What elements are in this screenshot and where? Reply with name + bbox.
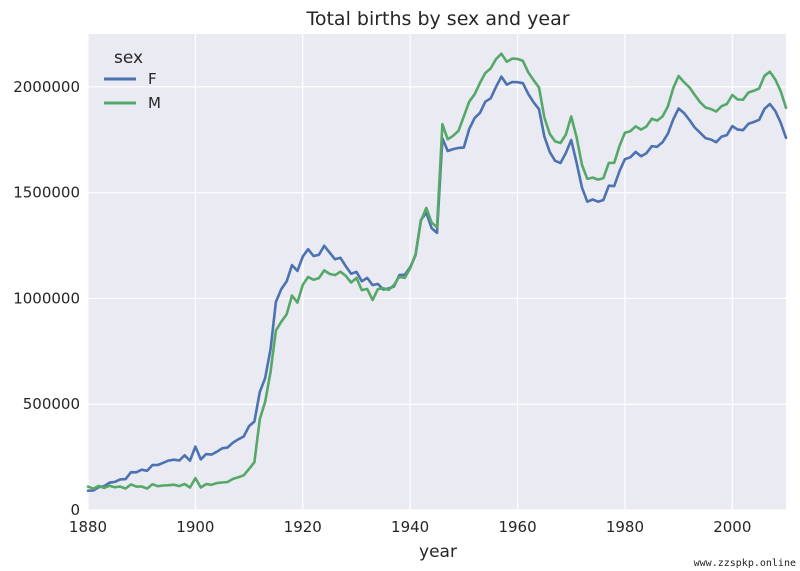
legend-label-f: F	[148, 70, 157, 88]
y-tick-label: 0	[70, 501, 80, 519]
x-tick-label: 1980	[606, 518, 644, 536]
y-tick-label: 1000000	[13, 289, 80, 307]
y-tick-label: 1500000	[13, 184, 80, 202]
x-tick-labels: 1880 1900 1920 1940 1960 1980 2000	[69, 518, 751, 536]
series-line-m	[86, 52, 788, 491]
x-tick-label: 2000	[713, 518, 751, 536]
x-tick-label: 1940	[391, 518, 429, 536]
series-line-f	[86, 75, 788, 493]
x-tick-label: 1920	[284, 518, 322, 536]
x-tick-label: 1960	[498, 518, 536, 536]
x-tick-label: 1900	[176, 518, 214, 536]
plot-area	[88, 34, 786, 510]
legend-title: sex	[114, 48, 143, 68]
y-tick-label: 500000	[23, 395, 80, 413]
legend-item-m: M	[104, 94, 161, 112]
watermark: www.zzspkp.online	[693, 558, 796, 569]
x-axis-label: year	[419, 542, 457, 562]
legend-label-m: M	[148, 94, 161, 112]
y-gridlines	[88, 86, 786, 511]
chart-title: Total births by sex and year	[305, 8, 569, 30]
legend: sex F M	[104, 48, 161, 112]
x-gridlines	[87, 34, 733, 510]
x-tick-label: 1880	[69, 518, 107, 536]
series-lines	[86, 52, 788, 493]
y-tick-label: 2000000	[13, 78, 80, 96]
y-tick-labels: 0 500000 1000000 1500000 2000000	[13, 78, 80, 519]
legend-item-f: F	[104, 70, 157, 88]
